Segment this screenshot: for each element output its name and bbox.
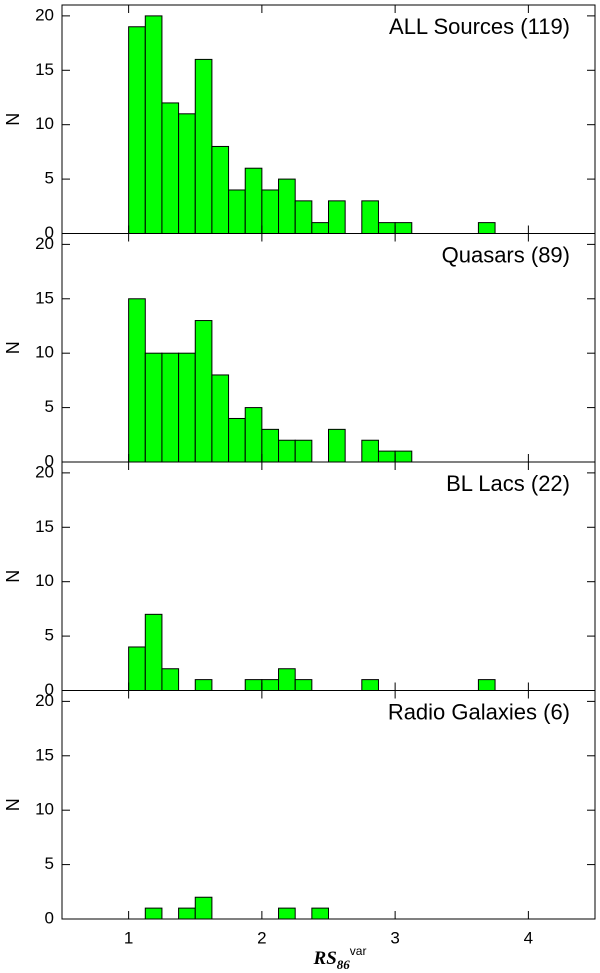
y-tick-label: 0 <box>45 680 54 699</box>
histogram-bar <box>128 26 146 235</box>
histogram-bar <box>244 407 263 463</box>
panel-title: Quasars (89) <box>442 242 570 267</box>
y-tick-label: 5 <box>45 626 54 645</box>
histogram-bar <box>128 298 146 463</box>
y-tick-label: 0 <box>45 908 54 927</box>
histogram-bar <box>361 200 379 235</box>
histogram-bar <box>144 613 163 691</box>
histogram-bar <box>178 113 196 234</box>
y-axis-label: N <box>3 570 23 583</box>
histogram-bar <box>261 428 280 463</box>
histogram-bar <box>211 145 230 234</box>
panel-title: BL Lacs (22) <box>446 471 570 496</box>
y-axis-label: N <box>3 341 23 354</box>
panel-title: ALL Sources (119) <box>389 14 570 39</box>
y-axis-label: N <box>3 798 23 811</box>
x-label-sup: var <box>350 944 367 958</box>
histogram-bar <box>278 668 296 692</box>
y-tick-label: 15 <box>35 288 54 307</box>
x-tick-label: 2 <box>257 928 266 947</box>
histogram-bar <box>144 15 163 235</box>
histogram-bar <box>178 907 196 920</box>
histogram-bar <box>144 907 163 920</box>
y-tick-label: 15 <box>35 60 54 79</box>
histogram-bar <box>377 450 396 463</box>
y-tick-label: 20 <box>35 5 54 24</box>
histogram-bar <box>194 896 213 920</box>
histogram-bar <box>361 439 379 463</box>
histogram-bar <box>278 439 296 463</box>
x-axis-label: RS86var <box>313 944 367 972</box>
y-tick-label: 10 <box>35 114 54 133</box>
histogram-bar <box>194 320 213 463</box>
histogram-bar <box>178 352 196 463</box>
x-label-sub: 86 <box>337 957 351 972</box>
histogram-bar <box>261 189 280 235</box>
histogram-bar <box>294 200 313 235</box>
histogram-bar <box>211 374 230 463</box>
histogram-bar <box>128 646 146 692</box>
x-label-main: RS <box>313 948 337 969</box>
histogram-bar <box>244 167 263 234</box>
histogram-bar <box>161 668 180 692</box>
x-tick-label: 4 <box>524 928 533 947</box>
y-tick-label: 10 <box>35 343 54 362</box>
y-tick-label: 20 <box>35 691 54 710</box>
y-tick-label: 10 <box>35 571 54 590</box>
histogram-bar <box>311 222 329 235</box>
x-tick-label: 1 <box>124 928 133 947</box>
y-tick-label: 15 <box>35 745 54 764</box>
histogram-bar <box>294 679 313 691</box>
histogram-bar <box>161 352 180 463</box>
plot-frame <box>61 690 596 920</box>
histogram-bar <box>261 679 280 691</box>
histogram-bar <box>477 679 496 691</box>
histogram-bar <box>144 352 163 463</box>
y-tick-label: 5 <box>45 169 54 188</box>
histogram-bar <box>278 178 296 235</box>
histogram-bar <box>161 102 180 234</box>
histogram-bar <box>311 907 329 920</box>
histogram-bar <box>328 200 346 235</box>
histogram-bar <box>477 222 496 235</box>
histogram-bar <box>394 450 413 463</box>
histogram-bar <box>328 428 346 463</box>
y-axis-label: N <box>3 113 23 126</box>
histogram-bar <box>394 222 413 235</box>
y-tick-label: 0 <box>45 223 54 242</box>
histogram-bar <box>228 189 246 235</box>
histogram-bar <box>361 679 379 691</box>
panel-title: Radio Galaxies (6) <box>388 699 570 724</box>
histogram-bar <box>278 907 296 920</box>
histogram-bar <box>194 679 213 691</box>
histogram-bar <box>228 417 246 463</box>
x-tick-label: 3 <box>390 928 399 947</box>
histogram-bar <box>244 679 263 691</box>
y-tick-label: 0 <box>45 451 54 470</box>
y-tick-label: 10 <box>35 800 54 819</box>
histogram-bar <box>294 439 313 463</box>
histogram-bar <box>194 58 213 235</box>
histogram-bar <box>377 222 396 235</box>
y-tick-label: 20 <box>35 462 54 481</box>
y-tick-label: 15 <box>35 517 54 536</box>
y-tick-label: 5 <box>45 854 54 873</box>
y-tick-label: 5 <box>45 397 54 416</box>
y-tick-label: 20 <box>35 234 54 253</box>
